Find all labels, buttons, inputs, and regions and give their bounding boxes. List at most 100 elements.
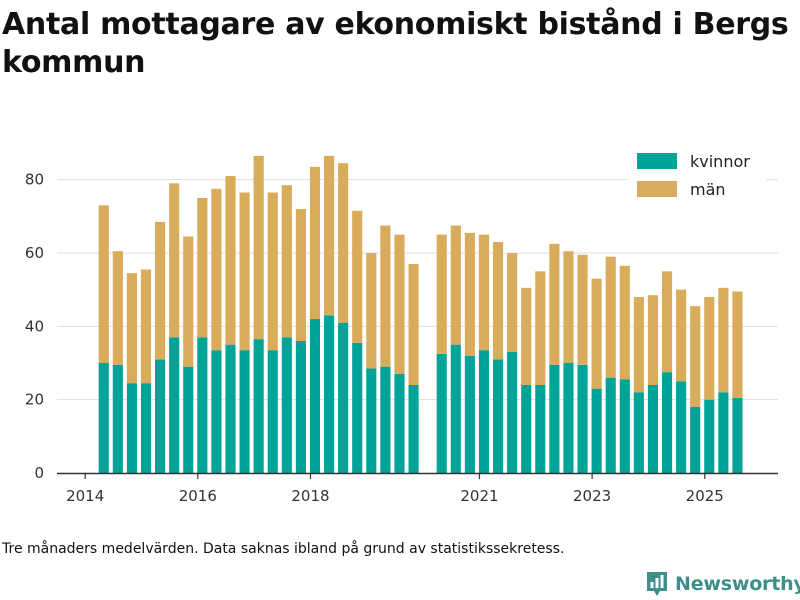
- bar-kvinnor-31: [549, 364, 560, 473]
- bar-man-41: [690, 306, 701, 407]
- x-tick-label-2025: 2025: [686, 487, 724, 505]
- bar-kvinnor-32: [563, 363, 574, 473]
- brand-name: Newsworthy: [675, 573, 800, 595]
- bar-kvinnor-34: [591, 388, 602, 473]
- y-axis-labels: 0 20 40 60 80: [25, 171, 44, 482]
- y-tick-label-20: 20: [25, 391, 44, 409]
- bar-man-5: [169, 183, 180, 338]
- legend-label-kvinnor: kvinnor: [690, 152, 750, 171]
- bar-kvinnor-26: [478, 350, 490, 473]
- bar-kvinnor-9: [225, 344, 236, 473]
- brand-logo[interactable]: Newsworthy: [645, 569, 800, 599]
- bar-man-35: [605, 256, 616, 378]
- bar-kvinnor-11: [253, 339, 264, 473]
- bar-kvinnor-16: [323, 315, 335, 473]
- bar-kvinnor-13: [281, 337, 292, 473]
- bar-kvinnor-5: [169, 337, 180, 473]
- bar-man-36: [619, 265, 630, 380]
- bar-chart-logo-icon: [647, 572, 667, 596]
- x-tick-label-2021: 2021: [460, 487, 498, 505]
- bar-kvinnor-6: [183, 366, 194, 473]
- legend: kvinnor män: [628, 146, 766, 200]
- legend-swatch-man: [637, 181, 677, 197]
- bar-man-34: [591, 278, 602, 389]
- bar-kvinnor-33: [577, 364, 588, 473]
- bar-man-19: [366, 253, 377, 369]
- bar-kvinnor-2: [126, 383, 137, 473]
- bar-kvinnor-24: [450, 344, 461, 473]
- bar-man-17: [338, 163, 349, 323]
- bar-man-39: [661, 271, 673, 373]
- bar-kvinnor-8: [211, 350, 222, 473]
- bar-kvinnor-29: [521, 385, 532, 473]
- bar-kvinnor-25: [464, 355, 475, 473]
- y-tick-label-40: 40: [25, 317, 44, 335]
- bar-kvinnor-22: [408, 385, 419, 473]
- bar-man-18: [352, 210, 363, 343]
- bar-kvinnor-28: [507, 352, 518, 473]
- y-tick-label-0: 0: [34, 464, 44, 482]
- legend-label-man: män: [690, 180, 726, 199]
- bar-kvinnor-0: [98, 363, 109, 473]
- bar-man-24: [450, 225, 461, 345]
- bars: [98, 155, 743, 473]
- bar-kvinnor-37: [633, 392, 644, 473]
- bar-kvinnor-36: [619, 379, 630, 473]
- bar-kvinnor-19: [366, 368, 377, 473]
- bar-man-27: [492, 242, 504, 360]
- bar-kvinnor-18: [352, 342, 363, 473]
- bar-kvinnor-23: [436, 353, 447, 473]
- bar-man-7: [197, 198, 208, 338]
- bar-kvinnor-10: [239, 350, 250, 473]
- bar-man-10: [239, 192, 250, 351]
- bar-man-9: [225, 176, 236, 345]
- bar-kvinnor-21: [394, 374, 405, 473]
- bar-man-11: [253, 155, 264, 340]
- bar-kvinnor-12: [267, 350, 278, 473]
- bar-man-16: [323, 155, 335, 316]
- bar-kvinnor-40: [676, 381, 687, 473]
- bar-kvinnor-39: [661, 372, 673, 473]
- bar-man-33: [577, 254, 588, 365]
- bar-kvinnor-44: [732, 397, 743, 473]
- bar-man-0: [98, 205, 109, 363]
- bar-man-8: [211, 188, 222, 351]
- bar-kvinnor-43: [718, 392, 729, 473]
- bar-kvinnor-3: [140, 383, 152, 473]
- bar-kvinnor-17: [338, 322, 349, 473]
- bar-man-4: [155, 221, 166, 360]
- bar-man-26: [478, 234, 490, 351]
- bar-man-38: [647, 295, 659, 385]
- bar-man-2: [126, 273, 137, 384]
- bar-man-1: [112, 251, 123, 365]
- bar-kvinnor-1: [112, 364, 123, 473]
- bar-man-21: [394, 234, 405, 374]
- x-tick-label-2023: 2023: [573, 487, 611, 505]
- bar-kvinnor-35: [605, 377, 616, 473]
- bar-man-31: [549, 243, 560, 365]
- bar-man-43: [718, 287, 729, 393]
- y-tick-label-80: 80: [25, 171, 44, 189]
- bar-man-30: [535, 271, 546, 385]
- x-tick-label-2014: 2014: [66, 487, 104, 505]
- bar-kvinnor-20: [380, 366, 391, 473]
- bar-man-42: [704, 297, 715, 400]
- bar-kvinnor-38: [647, 385, 659, 473]
- bar-man-22: [408, 264, 419, 385]
- bar-kvinnor-7: [197, 337, 208, 473]
- bar-man-14: [295, 209, 306, 341]
- bar-man-13: [281, 185, 292, 338]
- page-title: Antal mottagare av ekonomiskt bistånd i …: [2, 7, 789, 80]
- x-axis: 2014 2016 2018 2021 2023 2025: [57, 472, 778, 505]
- x-tick-label-2016: 2016: [179, 487, 217, 505]
- bar-kvinnor-27: [492, 359, 504, 473]
- bar-man-40: [676, 289, 687, 382]
- chart-caption: Tre månaders medelvärden. Data saknas ib…: [2, 541, 565, 557]
- bar-man-6: [183, 236, 194, 367]
- bar-kvinnor-14: [295, 341, 306, 473]
- bar-man-15: [309, 166, 321, 319]
- bar-man-28: [507, 253, 518, 352]
- bar-man-25: [464, 232, 475, 356]
- bar-man-12: [267, 192, 278, 351]
